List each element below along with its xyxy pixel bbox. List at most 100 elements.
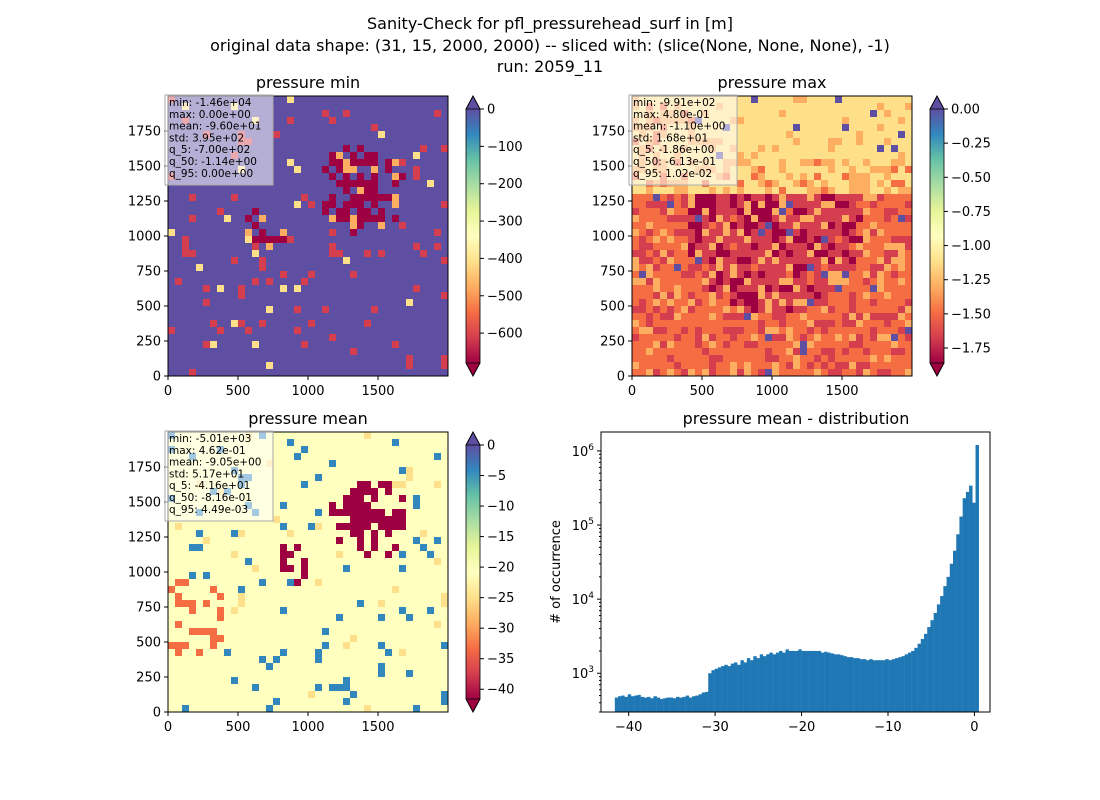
heatmap-cell (420, 124, 428, 132)
heatmap-cell (639, 229, 647, 237)
heatmap-cell (343, 502, 351, 510)
heatmap-cell (821, 278, 829, 286)
heatmap-cell (667, 215, 675, 223)
heatmap-cell (392, 572, 400, 580)
heatmap-cell (371, 306, 379, 314)
heatmap-cell (828, 271, 836, 279)
heatmap-cell (406, 166, 414, 174)
heatmap-cell (224, 523, 232, 531)
heatmap-cell (273, 544, 281, 552)
heatmap-cell (793, 236, 801, 244)
heatmap-cell (441, 313, 449, 321)
heatmap-cell (217, 208, 225, 216)
heatmap-cell (378, 215, 386, 223)
heatmap-cell (168, 691, 176, 699)
heatmap-cell (814, 341, 822, 349)
heatmap-cell (716, 236, 724, 244)
heatmap-cell (751, 145, 759, 153)
heatmap-cell (413, 677, 421, 685)
heatmap-cell (329, 110, 337, 118)
heatmap-cell (660, 243, 668, 251)
heatmap-cell (266, 243, 274, 251)
heatmap-cell (828, 285, 836, 293)
heatmap-cell (427, 509, 435, 517)
heatmap-cell (329, 180, 337, 188)
heatmap-cell (308, 530, 316, 538)
heatmap-cell (343, 278, 351, 286)
heatmap-cell (392, 649, 400, 657)
heatmap-cell (434, 166, 442, 174)
heatmap-cell (406, 152, 414, 160)
x-tick-label: 1500 (361, 384, 394, 399)
heatmap-cell (252, 236, 260, 244)
heatmap-cell (814, 250, 822, 258)
heatmap-cell (280, 614, 288, 622)
heatmap-cell (877, 138, 885, 146)
heatmap-cell (217, 257, 225, 265)
heatmap-cell (653, 250, 661, 258)
heatmap-cell (821, 180, 829, 188)
heatmap-cell (786, 208, 794, 216)
histogram-bar (650, 698, 654, 712)
histogram-bar (630, 696, 635, 712)
heatmap-cell (709, 194, 717, 202)
heatmap-cell (814, 229, 822, 237)
heatmap-cell (800, 236, 808, 244)
heatmap-cell (322, 271, 330, 279)
heatmap-cell (329, 670, 337, 678)
heatmap-cell (196, 656, 204, 664)
heatmap-cell (378, 355, 386, 363)
heatmap-cell (695, 299, 703, 307)
heatmap-cell (793, 131, 801, 139)
heatmap-cell (702, 285, 710, 293)
heatmap-cell (835, 341, 843, 349)
heatmap-cell (765, 306, 773, 314)
heatmap-cell (357, 131, 365, 139)
heatmap-cell (730, 271, 738, 279)
heatmap-cell (434, 369, 442, 377)
heatmap-cell (639, 194, 647, 202)
heatmap-cell (399, 635, 407, 643)
heatmap-cell (399, 292, 407, 300)
heatmap-cell (716, 215, 724, 223)
heatmap-cell (723, 362, 731, 370)
stats-line: std: 3.95e+02 (169, 132, 244, 144)
heatmap-cell (329, 187, 337, 195)
heatmap-cell (301, 572, 309, 580)
heatmap-cell (709, 278, 717, 286)
heatmap-cell (364, 628, 372, 636)
heatmap-cell (695, 355, 703, 363)
heatmap-cell (252, 698, 260, 706)
heatmap-cell (877, 152, 885, 160)
heatmap-cell (224, 208, 232, 216)
heatmap-cell (842, 313, 850, 321)
heatmap-cell (884, 215, 892, 223)
heatmap-cell (441, 509, 449, 517)
heatmap-cell (399, 201, 407, 209)
heatmap-cell (434, 614, 442, 622)
heatmap-cell (294, 222, 302, 230)
heatmap-cell (751, 264, 759, 272)
heatmap-cell (329, 502, 337, 510)
heatmap-cell (828, 334, 836, 342)
heatmap-cell (273, 306, 281, 314)
heatmap-cell (224, 285, 232, 293)
heatmap-cell (301, 446, 309, 454)
heatmap-cell (765, 159, 773, 167)
histogram-bar (621, 695, 625, 712)
heatmap-cell (287, 278, 295, 286)
heatmap-cell (217, 201, 225, 209)
heatmap-cell (702, 236, 710, 244)
heatmap-cell (751, 236, 759, 244)
heatmap-cell (695, 348, 703, 356)
heatmap-cell (252, 523, 260, 531)
heatmap-cell (273, 278, 281, 286)
heatmap-cell (674, 285, 682, 293)
heatmap-cell (863, 355, 871, 363)
heatmap-cell (315, 362, 323, 370)
heatmap-cell (252, 369, 260, 377)
heatmap-cell (814, 285, 822, 293)
heatmap-cell (182, 250, 190, 258)
heatmap-cell (364, 187, 372, 195)
heatmap-cell (308, 264, 316, 272)
